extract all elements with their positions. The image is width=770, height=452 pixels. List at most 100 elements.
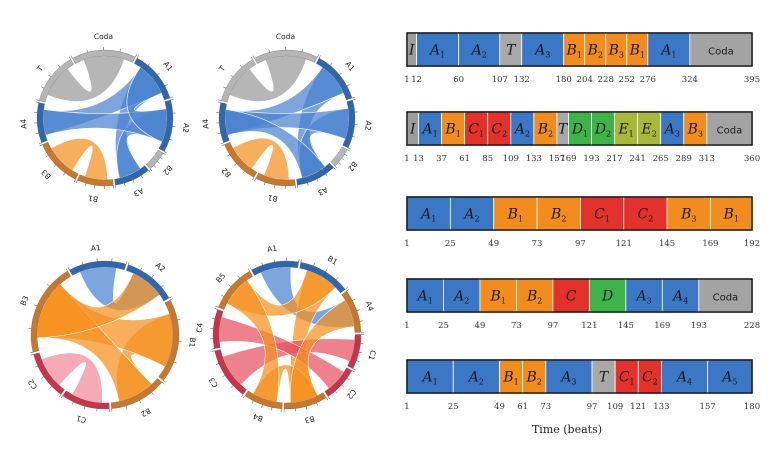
ring-label: A1 (266, 243, 278, 254)
chord-diagrams: Coda A1 A2 B2 A3 B1 B3 A4 T Coda A1 A2 B2 A3 B1 B2 A4 T A1… (18, 32, 377, 425)
ring-tick (234, 163, 237, 166)
tick-label: 192 (744, 239, 760, 249)
ring-tick (313, 263, 315, 267)
timeline-outline (406, 359, 753, 394)
ring-label: C2 (26, 377, 39, 391)
segment-subscript: 1 (514, 378, 519, 387)
ring-label: A4 (19, 118, 29, 129)
tick-label: 180 (744, 402, 760, 412)
ring-tick (30, 354, 34, 356)
segment-subscript: 3 (647, 297, 652, 306)
tick-label: 193 (583, 154, 599, 164)
ring-tick (230, 385, 234, 388)
segment-subscript: 3 (675, 130, 680, 139)
ring-tick (358, 351, 362, 354)
segment-block (545, 359, 593, 394)
ring-tick (220, 142, 224, 145)
tick-label: 228 (744, 321, 760, 331)
ring-tick (170, 99, 174, 101)
tick-label: 360 (744, 154, 760, 164)
segment-subscript: 1 (640, 51, 645, 60)
segment-t: T (499, 32, 523, 67)
chord-ribbon (46, 55, 125, 102)
ring-tick (333, 167, 336, 170)
tick-label: 204 (577, 75, 593, 85)
segment-subscript: 2 (548, 130, 553, 139)
ring-tick (169, 139, 173, 141)
ring-tick (177, 319, 181, 321)
segment-a: A1 (647, 32, 691, 67)
ring-label: C3 (207, 376, 220, 389)
tick-label: 241 (630, 154, 646, 164)
tick-label: 395 (744, 75, 760, 85)
segment-coda: Coda (689, 32, 753, 67)
timeline-outline (406, 196, 753, 231)
segment-d: D2 (591, 111, 615, 146)
ring-label: A4 (201, 118, 211, 129)
ring-label: A3 (132, 186, 145, 198)
ring-tick (242, 171, 245, 174)
ring-label: B4 (252, 412, 265, 424)
ring-arc (114, 165, 149, 186)
ring-tick (247, 268, 250, 272)
ring-tick (211, 318, 215, 320)
ring-tick (250, 56, 253, 60)
ring-tick (157, 72, 161, 76)
segment-b: B1 (493, 196, 538, 231)
segment-c: C2 (487, 111, 512, 146)
segment-subscript: 1 (440, 51, 445, 60)
ring-tick (128, 261, 130, 265)
chord-ribbon (232, 137, 290, 181)
ring-label: C4 (195, 322, 205, 333)
timeline-outline (406, 32, 753, 67)
segment-subscript: 2 (537, 378, 542, 387)
ring-tick (271, 407, 273, 411)
segment-b: B1 (626, 32, 649, 67)
ring-tick (170, 298, 173, 301)
segment-block (449, 196, 495, 231)
ring-tick (160, 157, 163, 160)
ring-tick (67, 267, 70, 271)
ring-tick (149, 168, 153, 172)
segment-a: A1 (406, 196, 451, 231)
segment-a: A3 (521, 32, 565, 67)
ring-arc (33, 352, 65, 395)
ring-tick (339, 72, 343, 76)
segment-subscript: 1 (734, 215, 739, 224)
segment-subscript: 2 (502, 130, 507, 139)
ring-tick (34, 365, 38, 368)
segment-subscript: 1 (433, 130, 438, 139)
tick-label: 1 (404, 239, 409, 249)
ring-tick (173, 361, 177, 364)
ring-tick (58, 394, 62, 397)
ring-tick (252, 177, 255, 181)
segment-subscript: 2 (482, 51, 487, 60)
ring-label: B2 (346, 160, 359, 174)
tick-label: 13 (413, 154, 424, 164)
ring-tick (218, 99, 222, 101)
ring-tick (164, 84, 168, 87)
ring-arc (214, 349, 247, 395)
segment-subscript: 3 (571, 378, 576, 387)
ring-tick (273, 259, 275, 263)
timeline-outline (406, 278, 753, 313)
ring-tick (57, 64, 61, 68)
chord-diagram-4: A1 B1 A4 C1 C2 B3 B4 C3 C4 B5 (195, 243, 378, 425)
tick-label: 49 (475, 321, 486, 331)
segment-b: B1 (479, 278, 517, 313)
ring-tick (241, 394, 244, 398)
segment-d: D (588, 278, 627, 313)
ring-tick (239, 64, 243, 68)
ring-tick (211, 348, 215, 350)
segment-label: D (601, 289, 613, 305)
tick-label: 252 (619, 75, 635, 85)
ring-arc (145, 149, 164, 170)
ring-label: B5 (214, 271, 227, 285)
ring-tick (140, 267, 143, 271)
ring-tick (124, 183, 126, 187)
tick-label: 228 (598, 75, 614, 85)
ring-label: A3 (316, 185, 329, 198)
segment-b: B2 (516, 278, 554, 313)
ring-arc (42, 142, 79, 180)
